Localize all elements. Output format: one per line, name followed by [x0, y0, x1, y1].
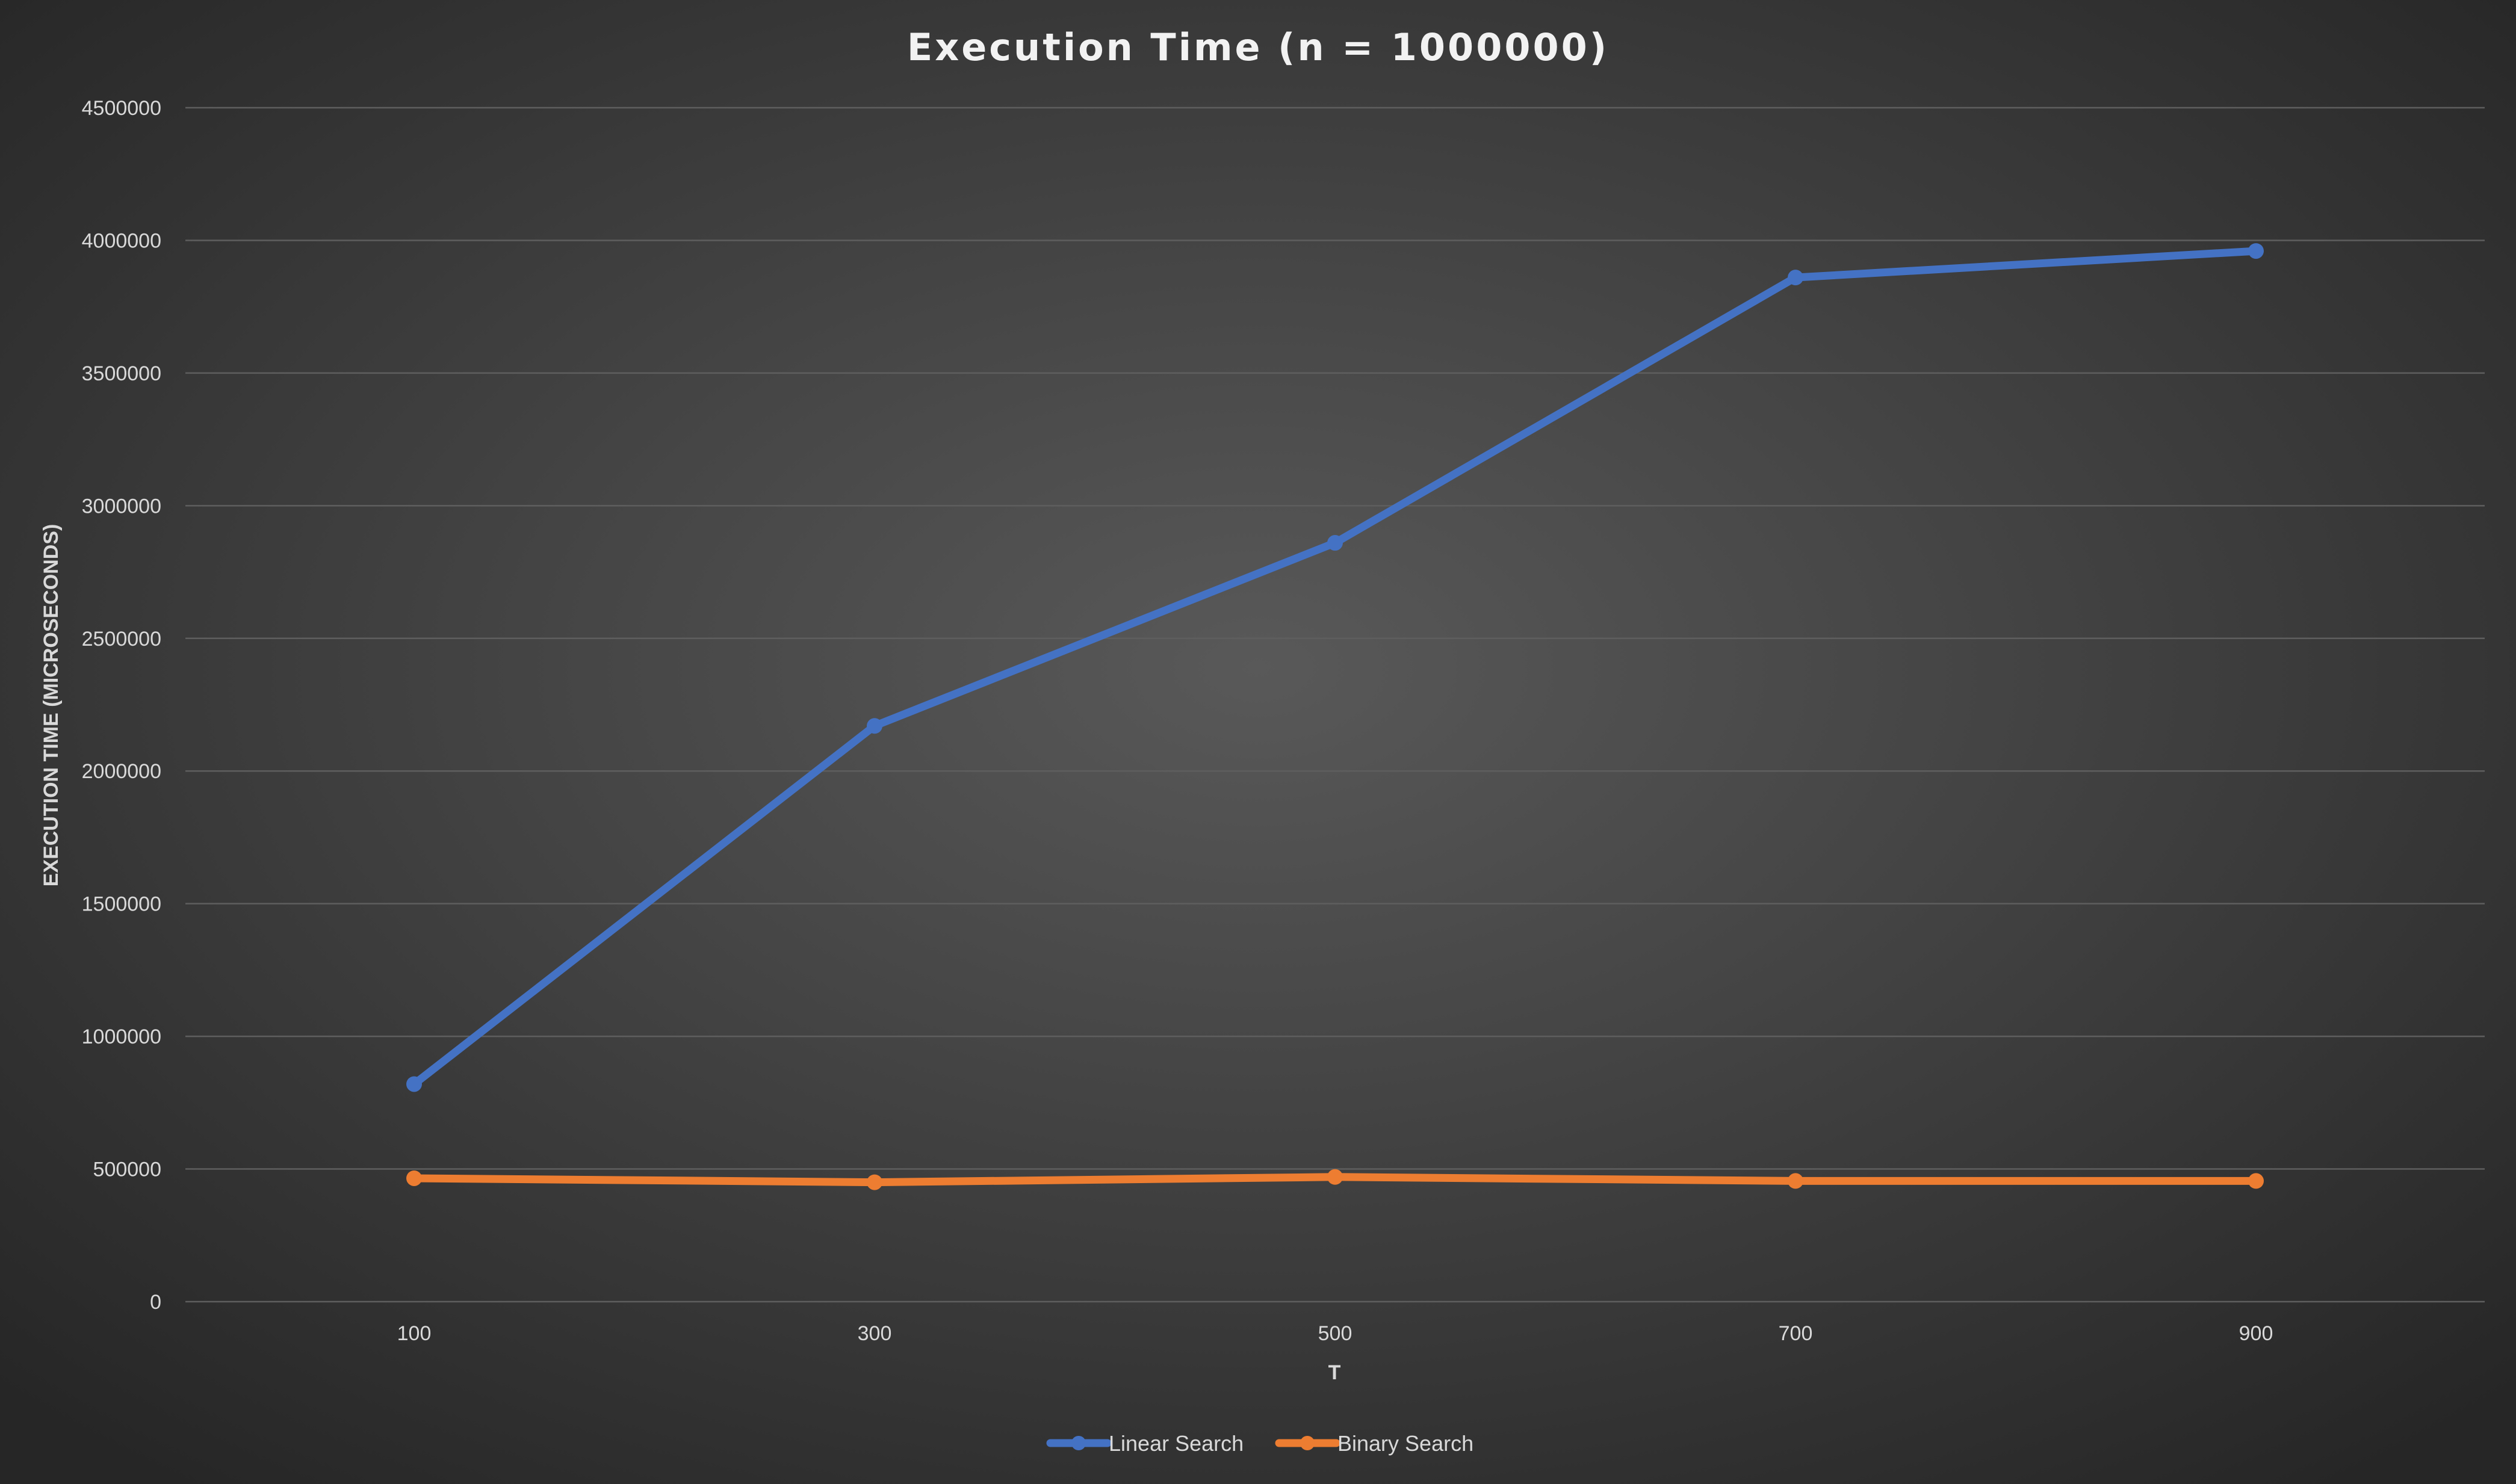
legend-swatch-marker	[1071, 1436, 1086, 1450]
data-point	[1327, 535, 1343, 551]
y-tick-label: 500000	[93, 1158, 161, 1181]
legend-label: Linear Search	[1109, 1431, 1244, 1456]
series-layer	[406, 243, 2264, 1190]
legend-label: Binary Search	[1337, 1431, 1473, 1456]
legend-swatch-marker	[1300, 1436, 1315, 1450]
x-tick-label: 100	[397, 1322, 432, 1345]
legend-item: Linear Search	[1046, 1431, 1244, 1456]
series-line	[410, 247, 2260, 1088]
data-point	[1327, 1169, 1343, 1185]
y-axis-tick-labels: 0 500000 1000000 1500000 2000000 2500000 30000…	[82, 97, 161, 1314]
y-tick-label: 4500000	[82, 97, 161, 120]
data-point	[1788, 1173, 1803, 1189]
data-point	[406, 1170, 422, 1186]
x-axis-title: T	[1328, 1361, 1341, 1384]
series-linear-search	[406, 243, 2264, 1092]
y-tick-label: 1000000	[82, 1025, 161, 1048]
x-tick-label: 500	[1318, 1322, 1353, 1345]
legend-item: Binary Search	[1275, 1431, 1473, 1456]
y-tick-label: 3500000	[82, 362, 161, 385]
y-tick-label: 2000000	[82, 760, 161, 783]
data-point	[406, 1076, 422, 1092]
x-tick-label: 900	[2239, 1322, 2273, 1345]
y-axis-title: EXECUTION TIME (MICROSECONDS)	[40, 524, 63, 887]
y-tick-label: 4000000	[82, 229, 161, 252]
y-tick-label: 3000000	[82, 495, 161, 518]
data-point	[2248, 1173, 2264, 1189]
x-axis-tick-labels: 100 300 500 700 900	[397, 1322, 2273, 1345]
data-point	[2248, 243, 2264, 259]
chart-title: Execution Time (n = 1000000)	[907, 25, 1609, 69]
data-point	[1788, 270, 1803, 286]
series-binary-search	[406, 1169, 2264, 1190]
y-tick-label: 0	[150, 1291, 161, 1314]
data-point	[867, 718, 882, 734]
x-tick-label: 700	[1779, 1322, 1813, 1345]
data-point	[867, 1174, 882, 1190]
gridlines	[185, 107, 2485, 1303]
x-tick-label: 300	[858, 1322, 892, 1345]
y-tick-label: 2500000	[82, 628, 161, 651]
y-tick-label: 1500000	[82, 893, 161, 916]
legend: Linear Search Binary Search	[1046, 1431, 1473, 1456]
